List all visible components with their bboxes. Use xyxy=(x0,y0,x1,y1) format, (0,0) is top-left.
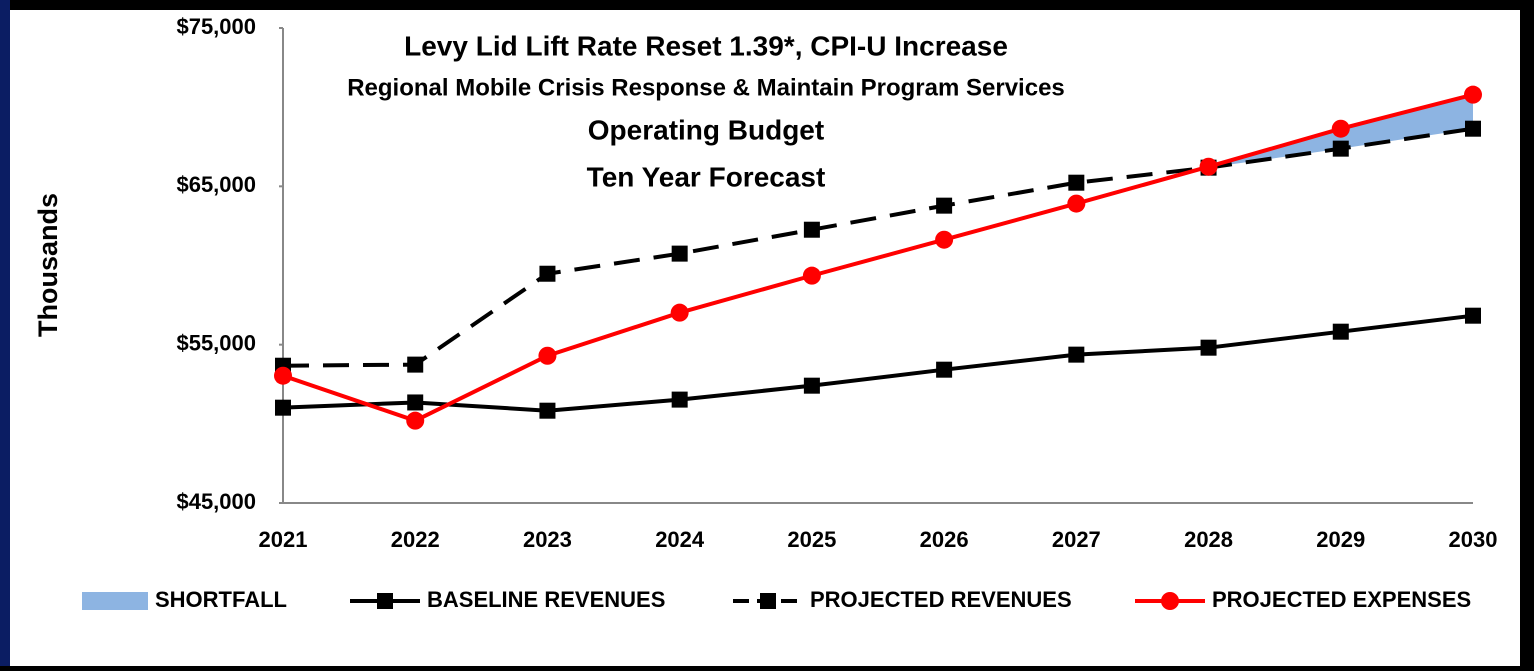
legend-label: PROJECTED EXPENSES xyxy=(1212,587,1471,612)
point xyxy=(803,221,820,238)
point xyxy=(670,303,689,322)
point xyxy=(1332,323,1349,340)
chart-subtitle: Regional Mobile Crisis Response & Mainta… xyxy=(347,74,1065,101)
point xyxy=(1465,120,1481,137)
legend-label: BASELINE REVENUES xyxy=(427,587,665,612)
point xyxy=(1067,194,1086,213)
legend-label: SHORTFALL xyxy=(155,587,287,612)
point xyxy=(1068,346,1085,363)
plot-background xyxy=(10,10,1520,666)
y-tick-label: $55,000 xyxy=(176,330,256,355)
point xyxy=(802,266,821,285)
x-tick-label: 2027 xyxy=(1052,527,1101,552)
y-tick-label: $75,000 xyxy=(176,14,256,39)
y-axis-label: Thousands xyxy=(33,193,63,337)
point xyxy=(538,346,557,365)
legend-swatch xyxy=(82,592,148,610)
point xyxy=(1465,307,1481,324)
point xyxy=(539,265,556,282)
x-tick-label: 2023 xyxy=(523,527,572,552)
point xyxy=(936,361,953,378)
legend-marker xyxy=(1161,592,1179,610)
point xyxy=(274,366,292,385)
point xyxy=(936,197,953,214)
y-tick-label: $65,000 xyxy=(176,172,256,197)
annotation: Operating Budget xyxy=(588,114,824,145)
x-tick-label: 2025 xyxy=(787,527,836,552)
series-line xyxy=(282,92,1474,423)
chart-title: Levy Lid Lift Rate Reset 1.39*, CPI-U In… xyxy=(404,30,1008,61)
frame-edge xyxy=(0,0,10,666)
point xyxy=(671,391,688,408)
legend-marker xyxy=(760,593,776,609)
series-line xyxy=(282,313,1474,413)
point xyxy=(935,230,954,249)
x-tick-label: 2022 xyxy=(391,527,440,552)
point xyxy=(1464,85,1482,104)
point xyxy=(406,411,425,430)
point xyxy=(1332,140,1349,157)
y-tick-label: $45,000 xyxy=(176,489,256,514)
point xyxy=(407,394,424,411)
point xyxy=(1068,174,1085,191)
legend-label: PROJECTED REVENUES xyxy=(810,587,1072,612)
x-tick-label: 2030 xyxy=(1449,527,1498,552)
x-tick-label: 2026 xyxy=(920,527,969,552)
point xyxy=(275,399,291,416)
legend-marker xyxy=(377,593,393,609)
point xyxy=(539,402,556,419)
x-tick-label: 2024 xyxy=(655,527,705,552)
point xyxy=(407,356,424,373)
series-line xyxy=(282,126,1474,368)
point xyxy=(1331,119,1350,138)
x-tick-label: 2029 xyxy=(1316,527,1365,552)
point xyxy=(671,245,688,262)
point xyxy=(803,377,820,394)
point xyxy=(1200,339,1217,356)
point xyxy=(1199,157,1218,176)
x-tick-label: 2028 xyxy=(1184,527,1233,552)
annotation: Ten Year Forecast xyxy=(587,161,826,192)
x-tick-label: 2021 xyxy=(259,527,308,552)
